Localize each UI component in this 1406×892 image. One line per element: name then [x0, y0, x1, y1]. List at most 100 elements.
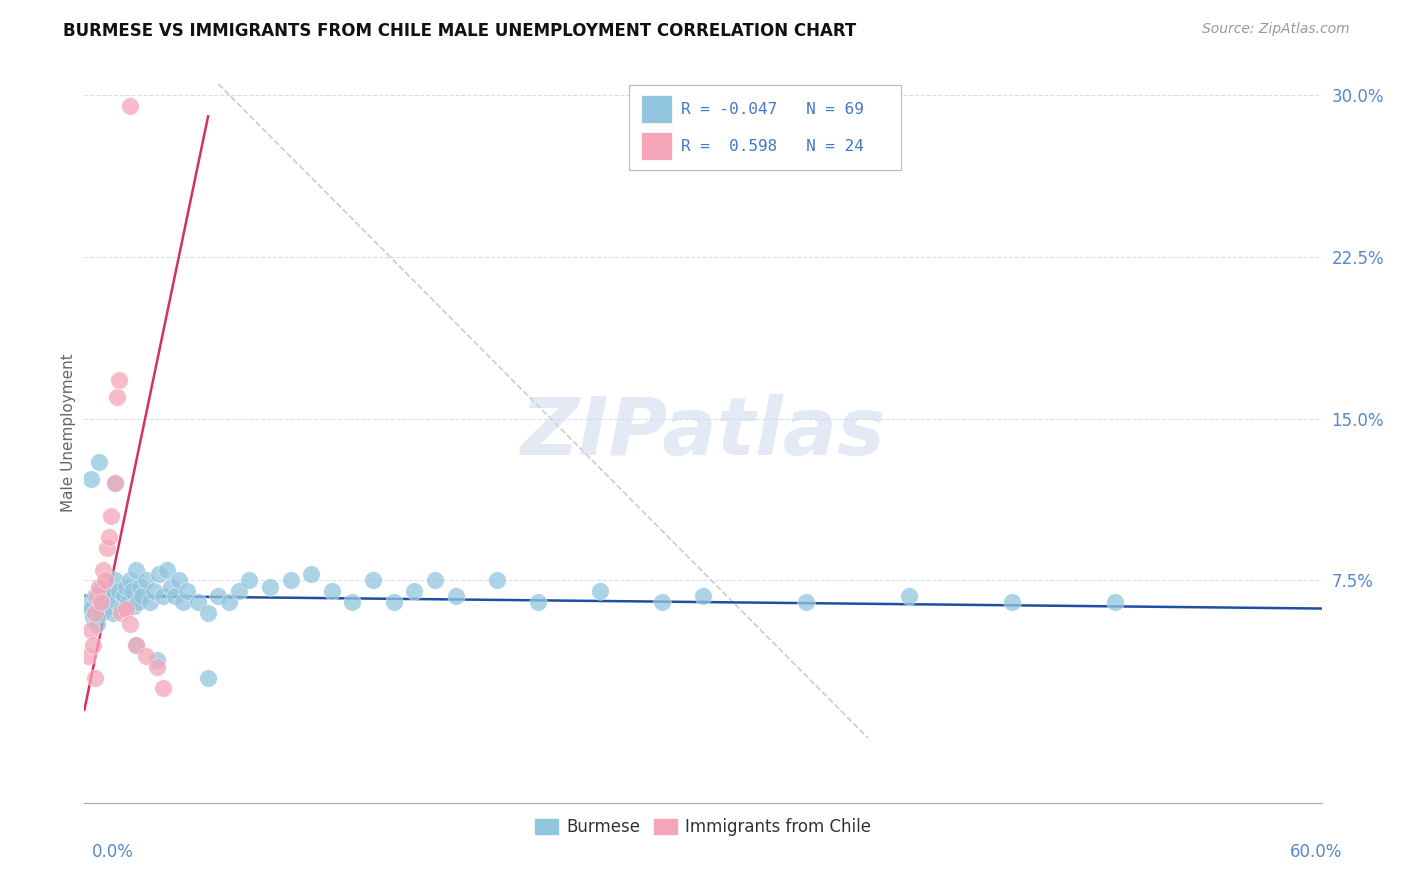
- Point: [121, 584, 143, 599]
- Point: [79, 601, 101, 615]
- Point: [96, 589, 118, 603]
- Point: [321, 584, 343, 599]
- Point: [145, 653, 167, 667]
- Point: [87, 584, 110, 599]
- Point: [527, 595, 550, 609]
- Point: [1001, 595, 1024, 609]
- Point: [98, 599, 121, 614]
- Point: [108, 584, 131, 599]
- Point: [382, 595, 405, 609]
- Point: [77, 648, 100, 663]
- Text: BURMESE VS IMMIGRANTS FROM CHILE MALE UNEMPLOYMENT CORRELATION CHART: BURMESE VS IMMIGRANTS FROM CHILE MALE UN…: [63, 22, 856, 40]
- Point: [197, 606, 219, 620]
- Point: [86, 616, 108, 631]
- Point: [485, 574, 508, 588]
- Point: [143, 584, 166, 599]
- Point: [444, 589, 467, 603]
- Point: [148, 566, 170, 581]
- Point: [94, 595, 117, 609]
- Point: [112, 589, 135, 603]
- Point: [87, 580, 110, 594]
- Point: [90, 606, 112, 620]
- Point: [96, 541, 118, 555]
- Text: 0.0%: 0.0%: [91, 843, 134, 861]
- Point: [651, 595, 673, 609]
- Point: [692, 589, 714, 603]
- Point: [1104, 595, 1126, 609]
- Point: [125, 563, 148, 577]
- Point: [160, 580, 183, 594]
- Point: [100, 508, 122, 523]
- Point: [176, 584, 198, 599]
- Point: [259, 580, 281, 594]
- Point: [98, 530, 121, 544]
- Point: [207, 589, 229, 603]
- Point: [197, 671, 219, 685]
- Point: [228, 584, 250, 599]
- Point: [82, 610, 104, 624]
- Point: [114, 601, 136, 615]
- Point: [152, 681, 174, 696]
- Point: [423, 574, 446, 588]
- FancyBboxPatch shape: [641, 95, 672, 123]
- Point: [129, 580, 152, 594]
- Point: [118, 98, 141, 112]
- Point: [167, 574, 190, 588]
- Point: [238, 574, 260, 588]
- Point: [105, 390, 128, 404]
- Point: [105, 595, 128, 609]
- Point: [404, 584, 426, 599]
- Point: [100, 584, 122, 599]
- Point: [135, 574, 157, 588]
- Point: [187, 595, 209, 609]
- Point: [342, 595, 364, 609]
- Point: [131, 589, 153, 603]
- Point: [90, 595, 112, 609]
- Point: [83, 589, 105, 603]
- Point: [79, 472, 101, 486]
- Point: [145, 660, 167, 674]
- Point: [108, 373, 131, 387]
- Point: [103, 606, 125, 620]
- Point: [898, 589, 921, 603]
- Point: [82, 638, 104, 652]
- Point: [75, 595, 97, 609]
- Point: [104, 574, 127, 588]
- Point: [165, 589, 187, 603]
- Point: [794, 595, 817, 609]
- Point: [589, 584, 612, 599]
- FancyBboxPatch shape: [628, 85, 901, 169]
- Point: [79, 623, 101, 637]
- Y-axis label: Male Unemployment: Male Unemployment: [60, 353, 76, 512]
- Text: R = -0.047   N = 69: R = -0.047 N = 69: [681, 102, 863, 117]
- FancyBboxPatch shape: [641, 132, 672, 161]
- Point: [125, 638, 148, 652]
- Legend: Burmese, Immigrants from Chile: Burmese, Immigrants from Chile: [529, 811, 877, 843]
- Point: [156, 563, 179, 577]
- Point: [83, 671, 105, 685]
- Point: [127, 595, 149, 609]
- Point: [86, 589, 108, 603]
- Point: [104, 476, 127, 491]
- Point: [280, 574, 302, 588]
- Text: 60.0%: 60.0%: [1291, 843, 1343, 861]
- Point: [139, 595, 162, 609]
- Point: [94, 574, 117, 588]
- Text: ZIPatlas: ZIPatlas: [520, 393, 886, 472]
- Point: [152, 589, 174, 603]
- Point: [104, 476, 127, 491]
- Point: [299, 566, 322, 581]
- Point: [110, 606, 132, 620]
- Point: [91, 563, 114, 577]
- Text: Source: ZipAtlas.com: Source: ZipAtlas.com: [1202, 22, 1350, 37]
- Point: [172, 595, 194, 609]
- Text: R =  0.598   N = 24: R = 0.598 N = 24: [681, 138, 863, 153]
- Point: [135, 648, 157, 663]
- Point: [91, 580, 114, 594]
- Point: [117, 595, 139, 609]
- Point: [361, 574, 384, 588]
- Point: [118, 574, 141, 588]
- Point: [114, 580, 136, 594]
- Point: [87, 455, 110, 469]
- Point: [118, 616, 141, 631]
